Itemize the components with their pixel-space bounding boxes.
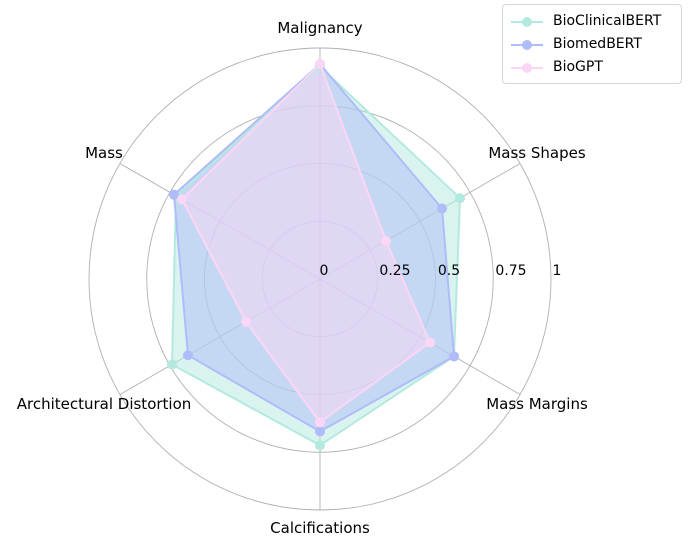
category-label: Architectural Distortion	[17, 395, 192, 413]
radial-tick-label: 0.25	[379, 263, 410, 279]
data-point-biogpt	[240, 316, 251, 327]
legend-label-biomedbert: BiomedBERT	[553, 36, 642, 52]
radial-tick-labels: 0 0.25 0.5 0.75 1	[320, 263, 562, 279]
data-point-biomedbert	[437, 203, 448, 214]
category-label: Calcifications	[270, 519, 370, 537]
legend-swatch-biogpt	[511, 63, 543, 73]
data-point-biogpt	[425, 337, 436, 348]
data-point-biomedbert	[315, 426, 325, 437]
radial-tick-label: 0	[320, 263, 329, 279]
data-point-biogpt	[176, 194, 187, 205]
data-point-bioclinicalbert	[455, 193, 466, 204]
legend-label-bioclinicalbert: BioClinicalBERT	[553, 13, 662, 29]
series-area-biogpt	[182, 64, 430, 423]
radial-tick-label: 1	[553, 263, 562, 279]
radar-series	[166, 59, 466, 451]
legend-swatch-biomedbert	[511, 40, 543, 50]
data-point-bioclinicalbert	[315, 440, 325, 451]
data-point-biomedbert	[168, 189, 179, 200]
legend-label-biogpt: BioGPT	[553, 59, 603, 75]
data-point-biogpt	[315, 417, 325, 428]
data-point-biogpt	[381, 235, 392, 246]
legend: BioClinicalBERT BiomedBERT BioGPT	[502, 4, 682, 84]
legend-item-biomedbert: BiomedBERT	[503, 34, 681, 56]
data-point-biomedbert	[449, 351, 460, 362]
category-label: Mass	[85, 144, 123, 162]
data-point-bioclinicalbert	[166, 359, 177, 370]
category-label: Mass Margins	[486, 395, 588, 413]
category-label: Mass Shapes	[488, 144, 586, 162]
data-point-biomedbert	[182, 350, 193, 361]
legend-item-bioclinicalbert: BioClinicalBERT	[503, 11, 681, 33]
legend-item-biogpt: BioGPT	[503, 57, 681, 79]
data-point-biogpt	[315, 59, 325, 70]
radial-tick-label: 0.5	[438, 263, 460, 279]
category-label: Malignancy	[277, 19, 362, 37]
radial-tick-label: 0.75	[495, 263, 526, 279]
category-labels: Malignancy Mass Shapes Mass Margins Calcifi…	[17, 19, 588, 537]
legend-swatch-bioclinicalbert	[511, 17, 543, 27]
